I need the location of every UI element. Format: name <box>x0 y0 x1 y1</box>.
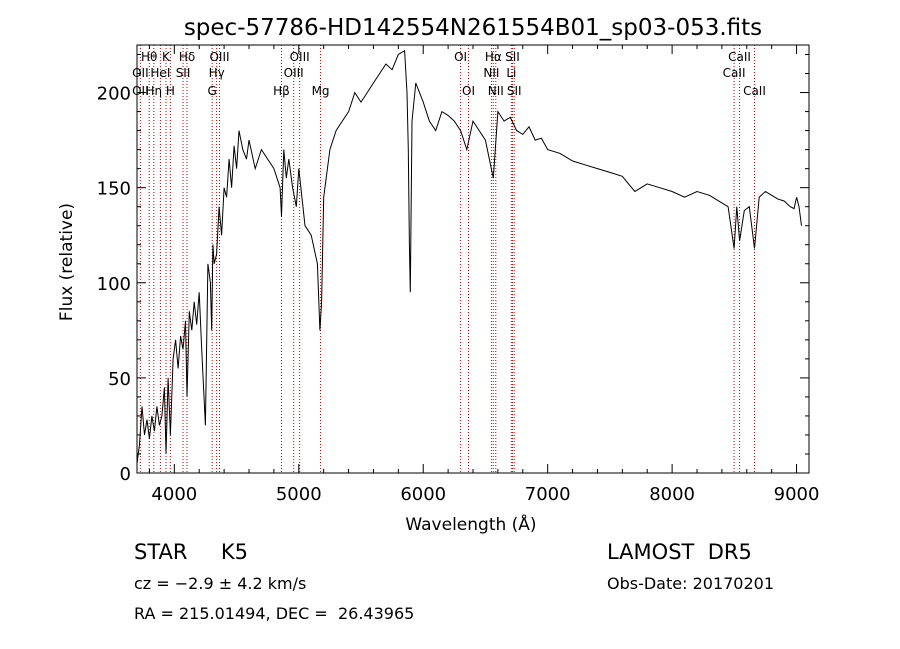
plot-frame <box>136 44 810 474</box>
x-tick-label: 8000 <box>649 484 695 505</box>
chart-title: spec-57786-HD142554N261554B01_sp03-053.f… <box>184 15 762 41</box>
star-class: STAR K5 <box>134 540 248 564</box>
line-label: Hα <box>485 50 502 64</box>
line-label: H <box>166 84 175 98</box>
line-label: NII <box>483 66 499 80</box>
line-label: Li <box>506 66 516 80</box>
line-label: OI <box>462 84 475 98</box>
x-tick-label: 6000 <box>400 484 446 505</box>
line-label: SII <box>176 66 191 80</box>
line-label: SII <box>505 50 520 64</box>
x-tick-label: 5000 <box>276 484 322 505</box>
x-axis: 4000 5000 6000 7000 8000 9000 <box>148 45 820 505</box>
line-label: OIII <box>284 66 304 80</box>
line-label: CaII <box>728 50 751 64</box>
line-label: OII <box>132 66 149 80</box>
line-label: OII <box>132 84 149 98</box>
line-label: Mg <box>312 84 330 98</box>
y-tick-label: 0 <box>120 464 131 485</box>
cz-value: cz = −2.9 ± 4.2 km/s <box>134 574 307 593</box>
line-label: NII <box>488 84 504 98</box>
line-label: Hδ <box>179 50 195 64</box>
line-label: HeI <box>150 66 170 80</box>
line-label: OIII <box>209 50 229 64</box>
line-label: OIII <box>290 50 310 64</box>
line-label: Hγ <box>209 66 225 80</box>
y-tick-label: 150 <box>97 179 131 200</box>
line-label: G <box>208 84 217 98</box>
line-label: Hθ <box>141 50 157 64</box>
spectrum-line <box>136 49 802 464</box>
line-label: Hη <box>145 84 162 98</box>
x-tick-label: 9000 <box>774 484 820 505</box>
obs-date: Obs-Date: 20170201 <box>607 574 775 593</box>
y-tick-label: 50 <box>108 369 131 390</box>
spectral-line-markers <box>139 45 755 473</box>
survey-name: LAMOST DR5 <box>607 540 752 564</box>
y-axis: 0 50 100 150 200 <box>97 54 809 485</box>
line-label: CaII <box>743 84 766 98</box>
y-tick-label: 200 <box>97 84 131 105</box>
y-tick-label: 100 <box>97 274 131 295</box>
line-label: K <box>162 50 171 64</box>
line-label: SII <box>507 84 522 98</box>
line-label: CaII <box>723 66 746 80</box>
x-axis-label: Wavelength (Å) <box>405 513 536 535</box>
x-tick-label: 4000 <box>151 484 197 505</box>
y-axis-label: Flux (relative) <box>57 203 77 321</box>
x-tick-label: 7000 <box>525 484 571 505</box>
ra-dec-coordinates: RA = 215.01494, DEC = 26.43965 <box>134 604 415 623</box>
line-label: OI <box>454 50 467 64</box>
line-label: Hβ <box>273 84 290 98</box>
